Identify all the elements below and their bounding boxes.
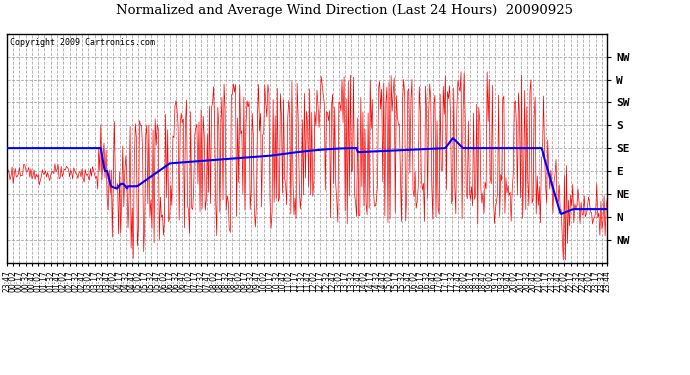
- Text: Normalized and Average Wind Direction (Last 24 Hours)  20090925: Normalized and Average Wind Direction (L…: [117, 4, 573, 17]
- Text: Copyright 2009 Cartronics.com: Copyright 2009 Cartronics.com: [10, 38, 155, 47]
